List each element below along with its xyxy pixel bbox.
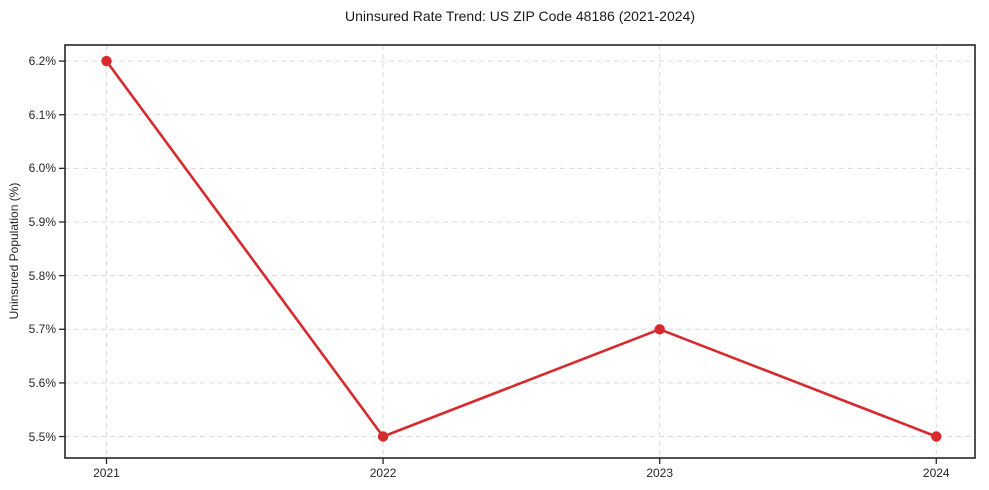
x-tick-label: 2022 xyxy=(369,466,397,480)
y-tick-label: 5.8% xyxy=(28,268,56,283)
y-tick-label: 5.6% xyxy=(28,375,56,390)
data-point-marker xyxy=(377,431,389,442)
y-tick-label: 6.1% xyxy=(28,107,56,122)
x-tick-label: 2024 xyxy=(922,466,950,480)
y-tick-label: 5.7% xyxy=(28,322,56,337)
axes-frame xyxy=(64,44,976,459)
y-tick-label: 5.5% xyxy=(28,429,56,444)
y-tick-label: 6.2% xyxy=(28,54,56,69)
data-point-marker xyxy=(101,55,112,67)
y-tick-label: 5.9% xyxy=(28,215,56,229)
x-tick-label: 2021 xyxy=(93,466,120,480)
trend-line xyxy=(105,59,938,438)
data-point-marker xyxy=(654,324,665,335)
data-point-marker xyxy=(931,431,942,442)
y-tick-label: 6.0% xyxy=(28,161,56,176)
x-tick-label: 2023 xyxy=(646,466,674,480)
chart-title: Uninsured Rate Trend: US ZIP Code 48186 … xyxy=(345,8,695,24)
